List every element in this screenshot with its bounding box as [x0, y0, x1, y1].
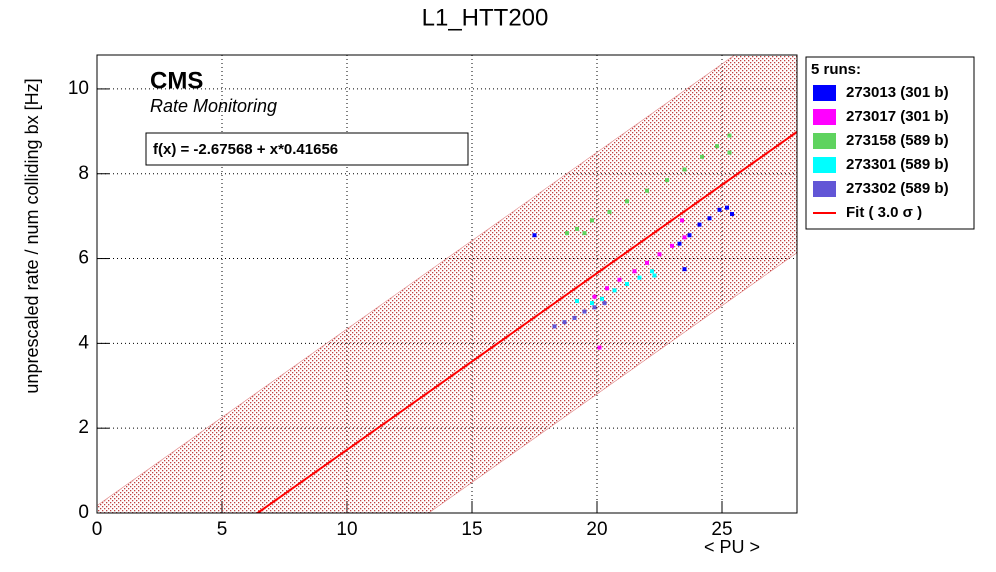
data-point	[670, 243, 674, 248]
data-point	[727, 133, 732, 138]
y-axis-label: unprescaled rate / num colliding bx [Hz]	[22, 78, 42, 393]
data-point	[575, 226, 579, 231]
data-point	[600, 296, 604, 301]
data-point	[532, 233, 537, 238]
fit-line	[255, 131, 797, 513]
legend-swatch	[813, 181, 836, 197]
x-tick-label: 20	[586, 519, 607, 540]
data-point	[727, 150, 732, 155]
data-point	[590, 301, 594, 306]
y-tick-label: 4	[78, 332, 89, 353]
data-point	[592, 305, 597, 310]
data-point	[552, 324, 557, 329]
data-point	[680, 218, 684, 223]
data-point	[682, 267, 687, 272]
x-tick-label: 5	[217, 519, 228, 540]
data-point	[612, 288, 617, 293]
data-point	[677, 241, 682, 246]
legend-swatch	[813, 109, 836, 125]
data-point	[565, 231, 569, 236]
data-point	[715, 144, 719, 149]
data-point	[700, 154, 704, 159]
plot-frame	[96, 54, 798, 514]
x-tick-label: 15	[461, 519, 482, 540]
data-point	[625, 282, 629, 286]
data-point	[605, 286, 609, 291]
data-point	[592, 294, 597, 299]
data-point	[645, 188, 649, 193]
y-tick-label: 0	[78, 502, 89, 523]
x-tick-label: 25	[711, 519, 732, 540]
data-point	[657, 252, 662, 257]
data-point	[682, 167, 687, 172]
data-point	[572, 315, 577, 320]
x-tick-label: 0	[92, 519, 103, 540]
y-tick-label: 8	[78, 163, 89, 184]
data-point	[652, 273, 657, 278]
data-point	[682, 235, 687, 240]
chart-title: L1_HTT200	[422, 4, 549, 31]
data-point	[617, 277, 622, 282]
experiment-label: CMS	[150, 67, 203, 94]
data-point	[582, 309, 587, 314]
subtitle: Rate Monitoring	[150, 96, 277, 116]
legend-title: 5 runs:	[811, 61, 861, 78]
legend-swatch	[813, 133, 836, 149]
data-point	[730, 212, 734, 217]
y-tick-label: 10	[68, 78, 89, 99]
data-point	[625, 199, 629, 204]
data-point	[602, 301, 607, 306]
legend-swatch	[813, 85, 836, 101]
fit-box	[145, 132, 469, 166]
data-point	[597, 345, 602, 350]
data-point	[607, 209, 612, 214]
legend: 5 runs: 273013 (301 b) 273017 (301 b) 2731…	[805, 56, 975, 230]
legend-label: 273302 (589 b)	[846, 180, 949, 197]
data-point	[697, 222, 702, 227]
x-tick-label: 10	[336, 519, 357, 540]
legend-label: 273017 (301 b)	[846, 108, 949, 125]
data-point	[562, 320, 567, 325]
data-point	[590, 218, 594, 223]
legend-label: 273158 (589 b)	[846, 132, 949, 149]
fit-band	[97, 55, 797, 513]
y-tick-label: 2	[78, 417, 89, 438]
data-point	[717, 207, 722, 212]
data-point	[575, 298, 579, 303]
plot-area	[532, 133, 734, 350]
fit-band	[97, 55, 797, 513]
data-point	[637, 275, 642, 280]
legend-label: Fit ( 3.0 σ )	[846, 204, 922, 221]
legend-swatch	[813, 157, 836, 173]
fit-formula: f(x) = -2.67568 + x*0.41656	[153, 141, 338, 158]
x-axis-label: < PU >	[704, 537, 760, 557]
data-point	[645, 260, 649, 265]
data-point	[687, 233, 692, 238]
data-point	[582, 231, 587, 236]
y-tick-label: 6	[78, 248, 89, 269]
legend-label: 273013 (301 b)	[846, 84, 949, 101]
data-point	[725, 205, 729, 210]
data-point	[632, 269, 637, 274]
legend-label: 273301 (589 b)	[846, 156, 949, 173]
data-point	[665, 178, 669, 183]
data-point	[650, 269, 654, 274]
data-point	[707, 216, 712, 221]
